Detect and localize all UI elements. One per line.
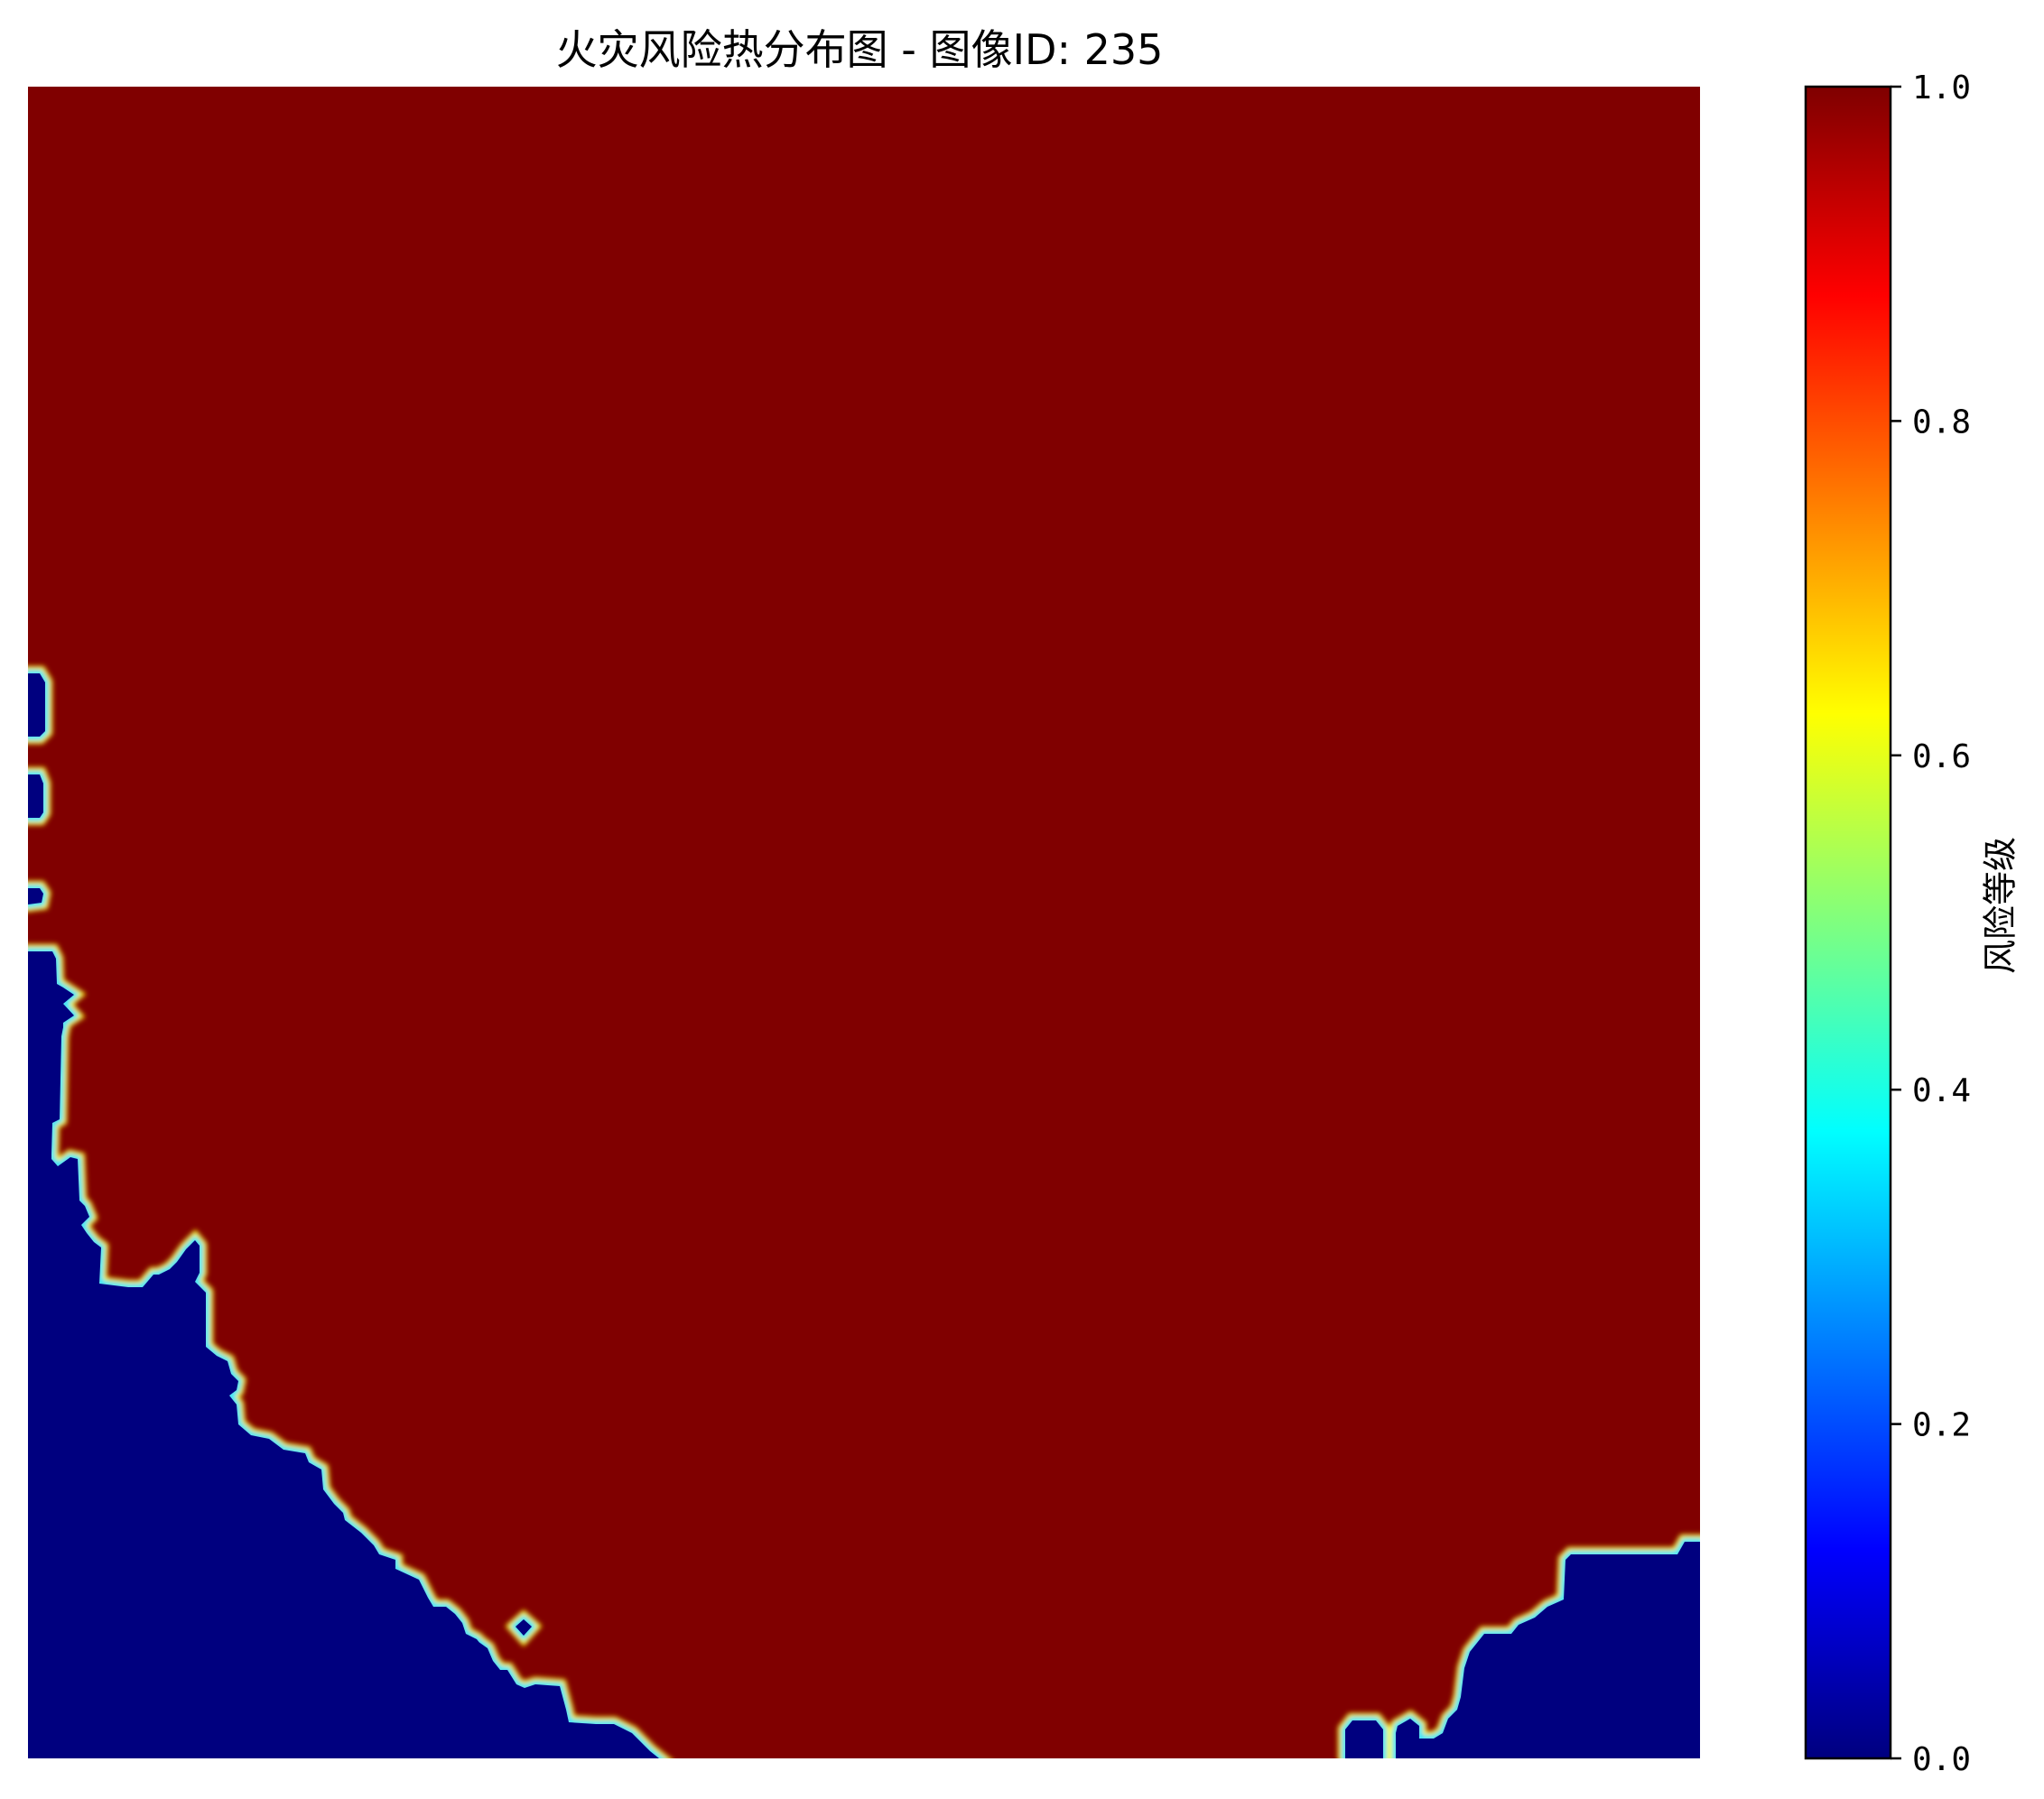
colorbar-tick-label: 0.0 <box>1912 1741 1971 1778</box>
colorbar-label: 风险等级 <box>1980 836 2021 975</box>
low-risk-region <box>1345 1720 1383 1758</box>
colorbar-tick-label: 1.0 <box>1912 70 1971 107</box>
colorbar-frame <box>1804 85 1892 1760</box>
low-risk-region <box>28 673 45 737</box>
low-risk-region <box>1396 1542 1700 1758</box>
low-risk-region <box>516 1619 532 1636</box>
colorbar-ticks: 0.0 0.2 0.4 0.6 0.8 1.0 <box>1891 70 1971 1778</box>
colorbar-tick-label: 0.8 <box>1912 403 1971 440</box>
colorbar-tick-label: 0.4 <box>1912 1072 1971 1109</box>
colorbar-gradient <box>1806 87 1891 1758</box>
heatmap-plot-area <box>28 87 1700 1758</box>
colorbar-tick-label: 0.2 <box>1912 1407 1971 1444</box>
low-risk-regions <box>28 673 1700 1758</box>
low-risk-region <box>28 951 659 1758</box>
low-risk-region <box>28 774 43 818</box>
chart-title: 火灾风险热分布图 - 图像ID: 235 <box>555 25 1164 74</box>
low-risk-region <box>28 888 43 904</box>
colorbar-tick-label: 0.6 <box>1912 738 1971 775</box>
colorbar: 0.0 0.2 0.4 0.6 0.8 1.0 <box>1804 70 1971 1778</box>
